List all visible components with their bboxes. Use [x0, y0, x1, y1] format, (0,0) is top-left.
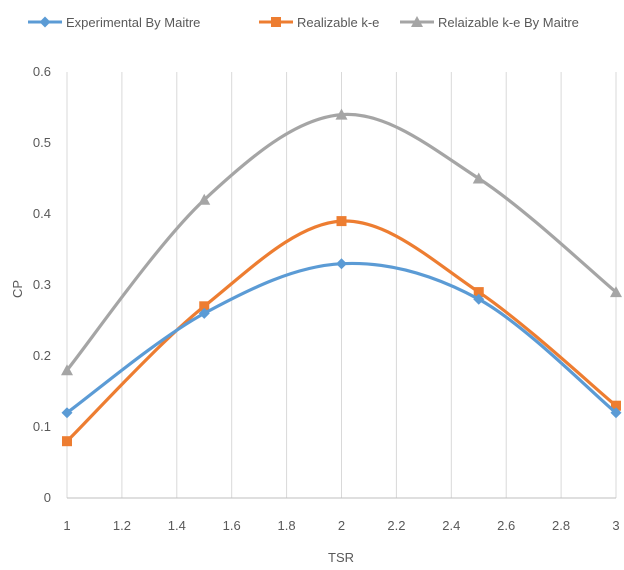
legend-marker [411, 16, 423, 27]
x-tick-label: 3 [612, 518, 619, 533]
data-point [198, 193, 211, 205]
y-tick-label: 0 [44, 490, 51, 505]
x-axis-title: TSR [328, 550, 354, 565]
data-point [611, 400, 621, 411]
series-1 [61, 258, 622, 419]
tick-labels: 1 1.2 1.4 1.6 1.8 2 2.2 2.4 2.6 2.8 3 0 0.1 0.2 0.3 0.4… [33, 64, 620, 533]
data-point [610, 286, 622, 298]
series-2 [62, 216, 621, 447]
x-tick-label: 2.8 [552, 518, 570, 533]
x-tick-label: 2.6 [497, 518, 515, 533]
data-point [198, 307, 210, 319]
x-tick-label: 2.2 [387, 518, 405, 533]
y-tick-label: 0.6 [33, 64, 51, 79]
gridlines [66, 72, 617, 498]
data-point [336, 216, 347, 227]
legend-item: Experimental By Maitre [28, 15, 200, 30]
data-point [335, 108, 348, 120]
legend-label: Realizable k-e [297, 15, 379, 30]
legend-item: Relaizable k-e By Maitre [400, 15, 579, 30]
legend-label: Relaizable k-e By Maitre [438, 15, 579, 30]
legend-marker [39, 16, 51, 28]
data-point [61, 407, 73, 419]
x-tick-label: 1.6 [223, 518, 241, 533]
y-tick-label: 0.2 [33, 348, 51, 363]
y-axis-title: CP [10, 280, 25, 298]
x-tick-label: 1.2 [113, 518, 131, 533]
series-3 [61, 108, 622, 376]
data-point [473, 287, 484, 298]
y-tick-label: 0.5 [33, 135, 51, 150]
x-tick-label: 2 [338, 518, 345, 533]
data-point [199, 301, 210, 312]
series-layer [61, 108, 622, 447]
y-tick-label: 0.4 [33, 206, 51, 221]
data-point [472, 172, 485, 184]
legend-item: Realizable k-e [259, 15, 379, 30]
data-point [61, 364, 73, 376]
data-point [336, 258, 347, 270]
x-tick-label: 1 [63, 518, 70, 533]
legend-marker [271, 17, 281, 27]
data-point [62, 436, 72, 447]
x-tick-label: 1.8 [278, 518, 296, 533]
y-tick-label: 0.1 [33, 419, 51, 434]
legend-label: Experimental By Maitre [66, 15, 200, 30]
data-point [610, 407, 622, 419]
x-tick-label: 2.4 [442, 518, 460, 533]
data-point [473, 293, 485, 305]
y-tick-label: 0.3 [33, 277, 51, 292]
legend: Experimental By Maitre Realizable k-e Rela… [28, 15, 579, 30]
x-tick-label: 1.4 [168, 518, 186, 533]
